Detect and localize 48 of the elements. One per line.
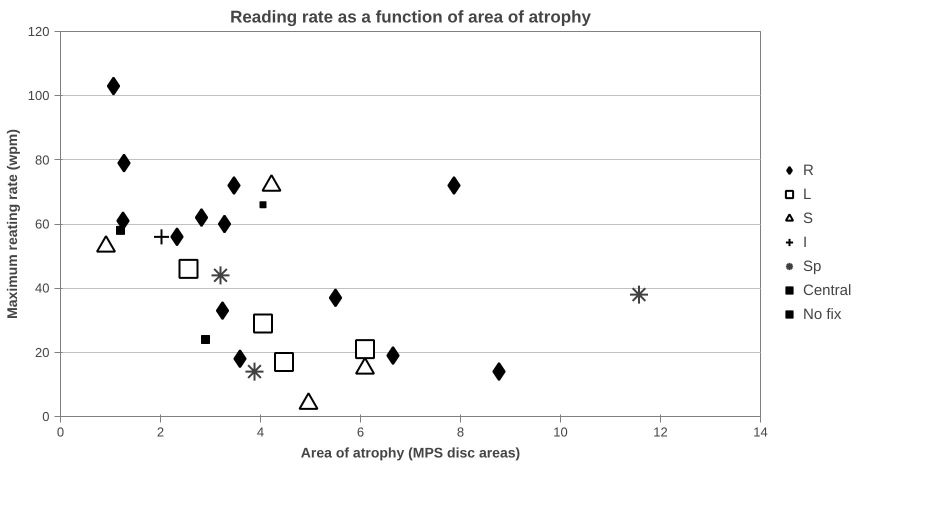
point <box>355 339 375 360</box>
point <box>170 227 184 246</box>
point <box>629 284 649 305</box>
y-axis-title: Maximum reating rate (wpm) <box>4 129 20 319</box>
y-tick-label: 100 <box>28 88 50 104</box>
x-tick-label: 10 <box>553 424 568 440</box>
x-tick-label: 6 <box>356 424 364 440</box>
point <box>447 176 461 195</box>
point <box>194 208 208 228</box>
point <box>201 335 210 344</box>
legend-label: S <box>803 210 814 226</box>
legend-label: Sp <box>803 258 822 274</box>
point <box>227 176 241 195</box>
legend-label: No fix <box>803 306 842 322</box>
y-tick-label: 120 <box>28 24 50 39</box>
point <box>244 362 264 382</box>
chart-title: Reading rate as a function of area of atrophy <box>230 8 592 26</box>
point <box>492 362 506 382</box>
x-tick-label: 0 <box>56 424 64 440</box>
y-tick-label: 60 <box>35 216 50 232</box>
point <box>274 352 294 372</box>
legend-label: I <box>803 234 808 250</box>
point <box>260 201 266 208</box>
x-tick-label: 14 <box>753 424 768 440</box>
point <box>210 265 230 286</box>
point <box>233 349 247 368</box>
point <box>178 258 198 279</box>
x-tick-label: 4 <box>256 424 264 440</box>
x-tick-label: 8 <box>456 424 464 440</box>
point <box>328 288 342 308</box>
x-tick-label: 12 <box>653 424 668 440</box>
legend-label: Central <box>803 282 852 298</box>
point <box>216 301 230 320</box>
point <box>116 226 125 235</box>
y-tick-label: 20 <box>35 344 50 360</box>
y-tick-label: 80 <box>35 152 50 168</box>
point <box>218 214 232 234</box>
point <box>106 76 120 96</box>
x-axis-title: Area of atrophy (MPS disc areas) <box>300 444 520 460</box>
point <box>253 313 273 334</box>
legend-label: R <box>803 162 815 178</box>
x-tick-label: 2 <box>156 424 164 440</box>
point <box>153 228 170 246</box>
point <box>386 346 400 366</box>
y-tick-label: 0 <box>42 409 50 424</box>
y-tick-label: 40 <box>35 280 50 296</box>
point <box>117 154 131 173</box>
legend-label: L <box>803 186 812 202</box>
